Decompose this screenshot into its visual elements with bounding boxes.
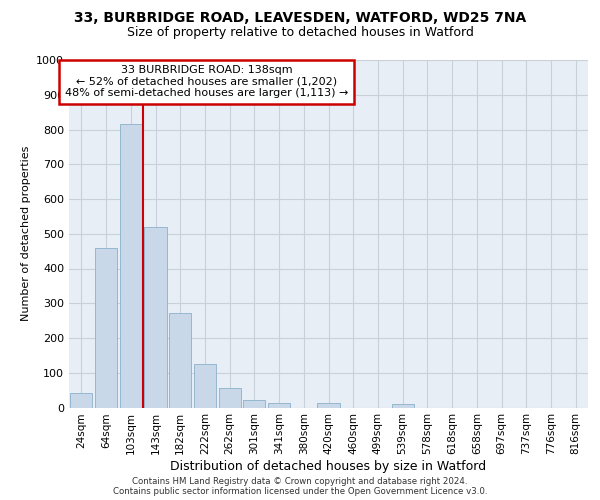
Bar xyxy=(317,404,340,407)
Text: 33 BURBRIDGE ROAD: 138sqm
← 52% of detached houses are smaller (1,202)
48% of se: 33 BURBRIDGE ROAD: 138sqm ← 52% of detac… xyxy=(65,65,348,98)
Bar xyxy=(95,248,117,408)
Bar xyxy=(243,400,265,407)
Bar xyxy=(392,404,414,407)
Text: Contains HM Land Registry data © Crown copyright and database right 2024.
Contai: Contains HM Land Registry data © Crown c… xyxy=(113,476,487,496)
Bar xyxy=(145,227,167,408)
Bar xyxy=(194,364,216,408)
Bar xyxy=(218,388,241,407)
Bar xyxy=(70,392,92,407)
Text: 33, BURBRIDGE ROAD, LEAVESDEN, WATFORD, WD25 7NA: 33, BURBRIDGE ROAD, LEAVESDEN, WATFORD, … xyxy=(74,11,526,25)
X-axis label: Distribution of detached houses by size in Watford: Distribution of detached houses by size … xyxy=(170,460,487,473)
Y-axis label: Number of detached properties: Number of detached properties xyxy=(20,146,31,322)
Bar xyxy=(169,313,191,408)
Bar xyxy=(268,404,290,407)
Bar xyxy=(119,124,142,408)
Text: Size of property relative to detached houses in Watford: Size of property relative to detached ho… xyxy=(127,26,473,39)
